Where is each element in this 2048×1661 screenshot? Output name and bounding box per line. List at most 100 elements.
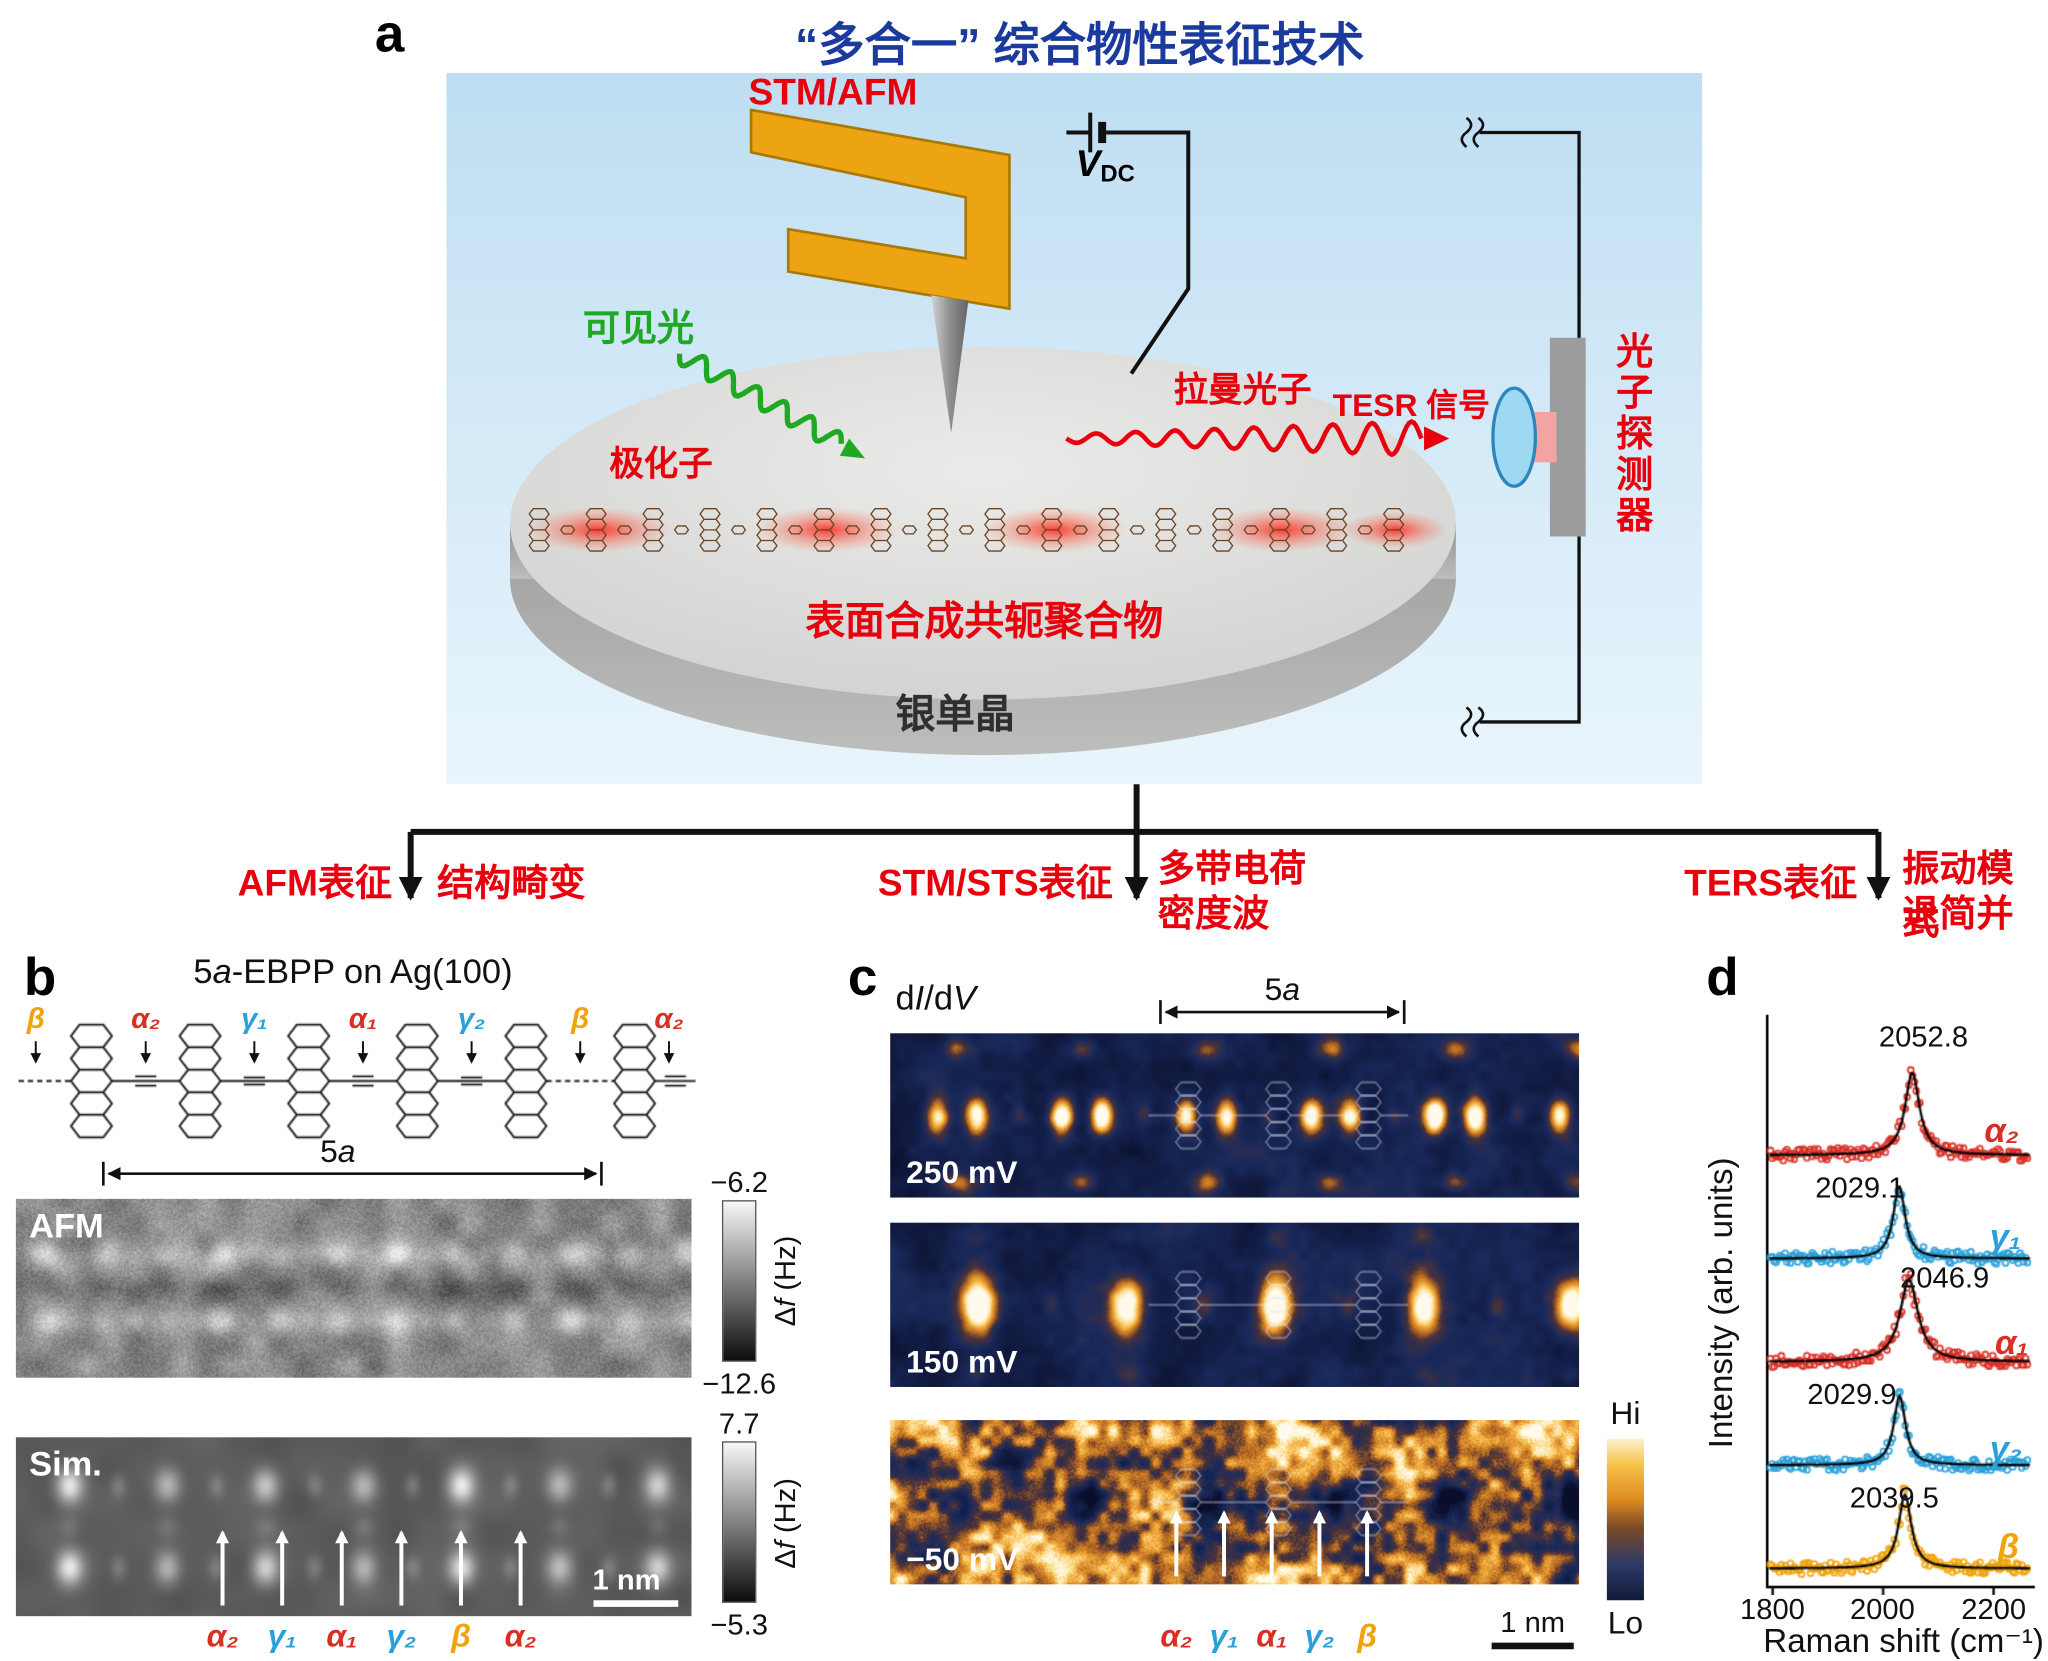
bias-label-150mv: 150 mV	[906, 1344, 1018, 1381]
panel-b-title: 5a-EBPP on Ag(100)	[193, 951, 512, 992]
series-label-beta: β	[1997, 1526, 2020, 1566]
branch-stm-technique: STM/STS表征	[877, 862, 1113, 904]
wire-break-bottom	[1460, 706, 1485, 738]
afm-unit-delta: Δ	[768, 1306, 802, 1327]
sts-colorbar	[1606, 1438, 1644, 1601]
visible-light-wave	[676, 353, 844, 444]
span-5a-b-num: 5	[320, 1133, 338, 1170]
figure-title: “多合一” 综合物性表征技术	[794, 19, 1365, 72]
afm-image	[15, 1198, 692, 1378]
afm-simulation-image	[15, 1437, 692, 1617]
sim-scale-bottom: −5.3	[710, 1608, 768, 1642]
peak-label-gamma2: 2029.9	[1807, 1377, 1897, 1411]
colorbar-hi-label: Hi	[1610, 1396, 1641, 1433]
panel-a-schematic	[446, 72, 1703, 785]
vdc-subscript: DC	[1100, 160, 1135, 188]
bias-label-neg50mv: −50 mV	[906, 1541, 1019, 1578]
sts-scalebar-label: 1 nm	[1500, 1605, 1566, 1639]
span-5a-b-a: a	[337, 1133, 356, 1170]
branch-stm-result-line2: 密度波	[1157, 892, 1270, 934]
afm-unit-f: f	[768, 1298, 802, 1307]
didv-i: I	[914, 977, 925, 1018]
photon-detector-label: 光子探测器	[1612, 331, 1654, 537]
visible-light-arrowhead	[839, 438, 866, 459]
afm-image-label: AFM	[29, 1205, 104, 1246]
bias-label-250mv: 250 mV	[906, 1155, 1018, 1191]
tesr-signal-label: TESR 信号	[1332, 388, 1490, 424]
sts-mode-beta: β	[1357, 1618, 1377, 1655]
series-label-alpha2: α₂	[1984, 1110, 2019, 1150]
vdc-label: VDC	[1076, 143, 1135, 188]
raman-photon-label: 拉曼光子	[1173, 369, 1312, 410]
sim-scale-unit: Δf (Hz)	[768, 1451, 802, 1597]
sim-scale-top: 7.7	[718, 1406, 760, 1440]
chemical-structure	[15, 1004, 699, 1157]
span-label-5a-c: 5a	[1243, 972, 1322, 1009]
raman-spectra-chart	[1759, 1009, 2041, 1595]
panel-d-label: d	[1706, 948, 1739, 1007]
sim-mode-alpha1: α₁	[326, 1618, 358, 1655]
xtick-2000: 2000	[1849, 1592, 1915, 1626]
sts-scalebar	[1491, 1642, 1574, 1650]
silver-crystal-label: 银单晶	[895, 692, 1015, 737]
raman-xlabel: Raman shift (cm⁻¹)	[1763, 1622, 2044, 1660]
afm-colorbar	[721, 1200, 757, 1362]
surface-polymer-label: 表面合成共轭聚合物	[805, 600, 1164, 644]
stm-afm-label: STM/AFM	[748, 71, 918, 113]
panel-b-label: b	[23, 948, 57, 1007]
peak-label-beta: 2039.5	[1849, 1481, 1939, 1515]
afm-scale-unit: Δf (Hz)	[768, 1208, 802, 1354]
peak-label-alpha2: 2052.8	[1878, 1020, 1969, 1054]
span-label-5a-b: 5a	[298, 1134, 377, 1171]
photon-detector-assembly	[1491, 337, 1586, 537]
panel-c-label: c	[847, 948, 878, 1007]
sim-unit-rest: (Hz)	[768, 1478, 802, 1542]
series-label-alpha1: α₁	[1995, 1322, 2029, 1362]
afm-scale-top: −6.2	[710, 1165, 768, 1199]
panel-b-title-rest: -EBPP on Ag(100)	[231, 951, 513, 991]
colorbar-lo-label: Lo	[1607, 1605, 1644, 1642]
branch-ters-technique: TERS表征	[1684, 862, 1858, 904]
sim-mode-beta: β	[451, 1618, 471, 1655]
raman-photon-wave	[1065, 419, 1424, 458]
didv-d1: d	[895, 977, 915, 1018]
panel-b-title-num: 5	[193, 951, 213, 991]
branch-ters-result-line2: 退简并	[1902, 892, 2014, 934]
branch-ters-result-line1: 振动模式	[1902, 847, 2014, 942]
branch-afm-result: 结构畸变	[437, 862, 586, 904]
sim-image-label: Sim.	[29, 1443, 102, 1484]
sim-mode-alpha2-1: α₂	[206, 1618, 239, 1655]
polaron-label: 极化子	[609, 443, 713, 484]
probe-tip	[931, 295, 969, 434]
sim-scalebar	[593, 1600, 679, 1607]
vdc-symbol: V	[1075, 143, 1101, 185]
peak-label-alpha1: 2046.9	[1900, 1261, 1990, 1295]
sim-mode-gamma1: γ₁	[267, 1618, 297, 1655]
sts-mode-alpha2: α₂	[1160, 1618, 1193, 1655]
wire-break-top	[1460, 116, 1485, 149]
bias-circuit-wires	[1066, 112, 1191, 375]
sts-map-150mv	[890, 1222, 1580, 1387]
series-label-gamma2: γ₂	[1989, 1428, 2023, 1468]
series-label-gamma1: γ₁	[1989, 1216, 2022, 1256]
sim-mode-alpha2-2: α₂	[504, 1618, 537, 1655]
sts-map-neg50mv	[890, 1420, 1580, 1585]
span-5a-c-a: a	[1282, 972, 1301, 1009]
sts-mode-gamma1: γ₁	[1209, 1618, 1239, 1655]
peak-label-gamma1: 2029.1	[1815, 1171, 1905, 1205]
xtick-1800: 1800	[1740, 1592, 1805, 1626]
sim-unit-delta: Δ	[768, 1549, 802, 1569]
visible-light-label: 可见光	[582, 307, 695, 349]
panel-a-label: a	[374, 5, 405, 64]
span-5a-c-num: 5	[1264, 972, 1283, 1009]
panel-b-title-a: a	[212, 951, 232, 991]
afm-scale-bottom: −12.6	[702, 1367, 777, 1401]
sts-mode-alpha1: α₁	[1256, 1618, 1288, 1655]
collection-lens	[1491, 386, 1537, 488]
stm-afm-sensor	[749, 108, 1011, 434]
sim-scalebar-label: 1 nm	[592, 1563, 661, 1597]
polymer-chain	[528, 508, 1405, 552]
branch-stm-result-line1: 多带电荷	[1157, 847, 1307, 889]
raman-arrowhead	[1424, 426, 1450, 451]
